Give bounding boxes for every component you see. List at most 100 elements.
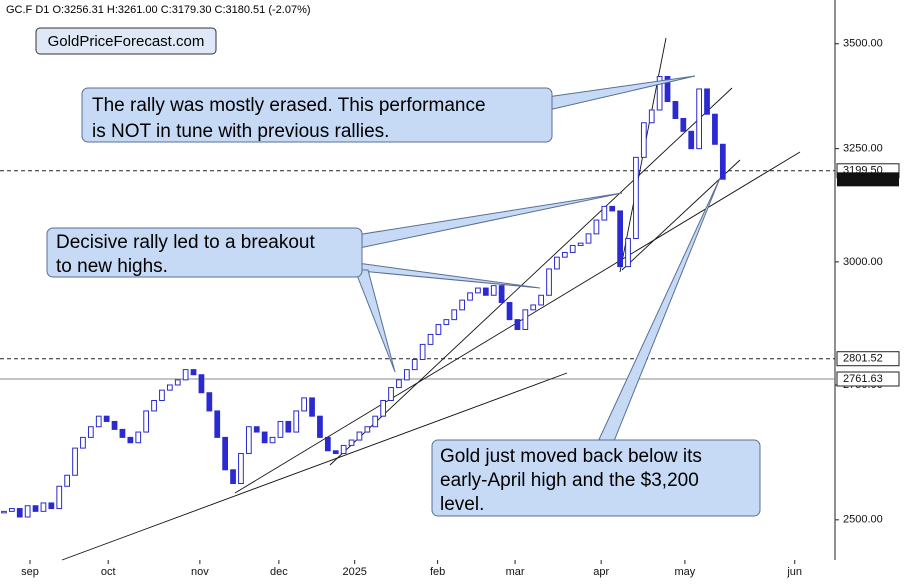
candle <box>348 439 355 446</box>
candle <box>301 397 308 412</box>
candle <box>585 233 592 244</box>
candle <box>95 415 102 428</box>
callout-box <box>81 87 553 143</box>
candle <box>16 508 23 518</box>
candle <box>680 117 687 132</box>
candle <box>664 75 671 103</box>
candle <box>1 510 7 514</box>
candle <box>356 431 363 441</box>
candle <box>656 75 663 111</box>
x-tick-label: jun <box>786 566 802 578</box>
candle <box>206 392 213 412</box>
candles <box>1 75 726 518</box>
candle <box>427 333 434 345</box>
candle <box>609 205 616 212</box>
candle <box>704 88 710 115</box>
candle <box>151 399 157 412</box>
annotation-text: to new highs. <box>56 256 168 277</box>
annotation-text: early-April high and the $3,200 <box>440 470 699 491</box>
candle <box>514 319 521 330</box>
y-tick-label: 3500.00 <box>843 38 883 50</box>
callout-pointer <box>349 192 623 251</box>
x-tick-label: mar <box>506 566 525 578</box>
callout-pointer <box>595 177 721 447</box>
candle <box>648 109 655 124</box>
callout-pointer <box>539 75 696 113</box>
level-label: 2801.52 <box>843 353 883 365</box>
candle <box>593 219 600 235</box>
candle <box>577 242 584 246</box>
callout-pointer <box>349 261 541 289</box>
candle <box>554 256 560 270</box>
candle <box>324 436 331 452</box>
candle <box>166 384 173 391</box>
candle <box>459 299 466 311</box>
candle <box>411 358 418 371</box>
trend-line <box>61 372 568 561</box>
candle <box>538 294 545 306</box>
annotation-text: is NOT in tune with previous rallies. <box>92 121 389 142</box>
candle <box>8 508 15 512</box>
trend-line <box>329 87 733 466</box>
candle <box>40 502 47 512</box>
candle <box>285 420 292 433</box>
candle <box>435 324 442 335</box>
x-tick-label: feb <box>430 566 445 578</box>
candle <box>522 309 529 330</box>
callout-box <box>46 227 363 278</box>
candle <box>482 287 489 296</box>
watermark-box <box>35 27 217 55</box>
candle <box>135 431 142 444</box>
x-tick-label: oct <box>101 566 116 578</box>
candle <box>238 452 244 485</box>
candle <box>103 415 110 422</box>
y-tick-label: 2500.00 <box>843 514 883 526</box>
x-tick-label: sep <box>21 566 39 578</box>
candle <box>561 251 568 258</box>
level-label-box <box>836 351 900 367</box>
level-label: 2761.63 <box>843 373 883 385</box>
candle <box>388 387 394 401</box>
candle <box>530 304 537 311</box>
x-tick-label: may <box>675 566 696 578</box>
candle <box>261 431 268 444</box>
candle <box>111 420 118 430</box>
candle <box>127 436 134 444</box>
candle <box>672 101 679 119</box>
price-marker-label: 3180.21 <box>843 173 883 185</box>
x-tick-label: dec <box>270 566 288 578</box>
x-tick-label: apr <box>593 566 609 578</box>
callout-pointer <box>354 269 396 373</box>
candle <box>56 485 63 510</box>
candle <box>143 410 150 433</box>
candle <box>712 113 718 145</box>
callout-box <box>431 439 761 517</box>
candle <box>403 369 410 381</box>
candle <box>640 122 647 158</box>
candle <box>253 426 260 433</box>
candle <box>32 505 39 512</box>
candle <box>498 285 505 304</box>
candle <box>419 343 426 360</box>
y-tick-label: 3000.00 <box>843 256 883 268</box>
candle <box>601 205 608 221</box>
candle <box>380 399 387 417</box>
candle <box>364 426 371 433</box>
candle <box>245 426 252 454</box>
candle <box>72 447 78 476</box>
x-tick-label: 2025 <box>342 566 366 578</box>
candle <box>696 88 702 150</box>
annotation-text: Gold just moved back below its <box>440 446 702 467</box>
candle <box>617 210 623 268</box>
candle <box>633 156 639 239</box>
candle <box>293 410 300 433</box>
watermark: GoldPriceForecast.com <box>48 33 205 50</box>
candle <box>569 244 576 253</box>
candle <box>80 436 86 449</box>
candle <box>475 287 481 294</box>
candle <box>159 389 165 401</box>
candle <box>625 237 631 268</box>
candle <box>277 420 284 438</box>
candle <box>443 319 450 326</box>
